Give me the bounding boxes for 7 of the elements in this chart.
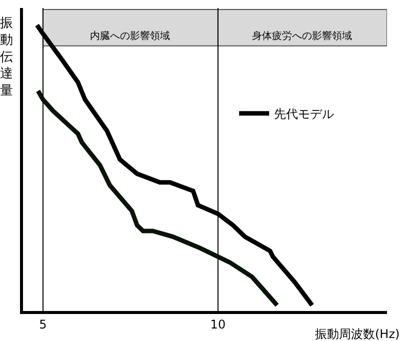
- x-axis-title: 振動周波数(Hz): [315, 327, 400, 341]
- y-axis-title: 振動伝達量: [0, 16, 13, 99]
- x-tick-label: 10: [210, 317, 226, 332]
- band-label: 身体疲労への影響領域: [252, 30, 352, 42]
- legend-label: 先代モデル: [274, 107, 334, 122]
- x-tick-label: 5: [39, 317, 47, 332]
- band-label: 内臓への影響領域: [90, 30, 170, 42]
